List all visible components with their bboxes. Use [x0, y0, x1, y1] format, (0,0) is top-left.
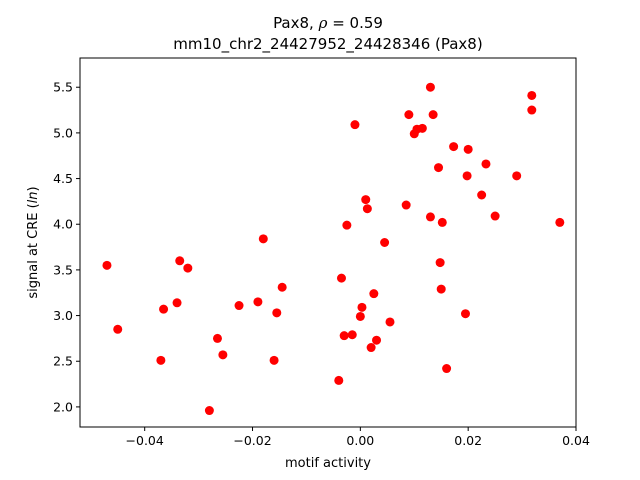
data-point [490, 211, 500, 221]
y-tick-label: 4.5 [53, 171, 73, 186]
data-point [269, 355, 279, 365]
data-point [277, 282, 287, 292]
y-tick-label: 3.5 [53, 262, 73, 277]
data-point [425, 212, 435, 222]
data-point [437, 217, 447, 227]
points-layer [102, 82, 565, 416]
data-point [156, 355, 166, 365]
data-point [175, 256, 185, 266]
y-tick-label: 2.5 [53, 354, 73, 369]
data-point [425, 82, 435, 92]
title-rho-symbol: ρ [318, 14, 328, 32]
data-point [401, 200, 411, 210]
data-point [385, 317, 395, 327]
data-point [372, 335, 382, 345]
data-point [462, 171, 472, 181]
data-point [347, 330, 357, 340]
data-point [477, 190, 487, 200]
data-point [272, 308, 282, 318]
y-tick-label: 2.0 [53, 399, 73, 414]
data-point [355, 311, 365, 321]
y-axis-label-prefix: signal at CRE ( [26, 203, 41, 298]
data-point [212, 333, 222, 343]
data-point [555, 217, 565, 227]
data-point [436, 284, 446, 294]
data-point [366, 343, 376, 353]
x-tick-label: 0.00 [346, 433, 374, 448]
data-point [369, 289, 379, 299]
title-rho-value: 0.59 [349, 14, 383, 32]
data-point [102, 260, 112, 270]
y-tick-label: 3.0 [53, 308, 73, 323]
data-point [234, 301, 244, 311]
data-point [527, 90, 537, 100]
data-point [357, 302, 367, 312]
title-gene: Pax8 [273, 14, 310, 32]
chart-title: Pax8, ρ = 0.59 [273, 14, 383, 32]
data-point [442, 364, 452, 374]
y-tick-label: 5.5 [53, 80, 73, 95]
y-axis-label-suffix: ) [26, 186, 41, 191]
data-point [336, 273, 346, 283]
x-tick-label: −0.02 [233, 433, 271, 448]
y-axis-label: signal at CRE (ln) [26, 186, 41, 298]
y-axis-label-italic: ln [26, 191, 41, 203]
data-point [434, 163, 444, 173]
data-point [339, 331, 349, 341]
x-tick-label: −0.04 [126, 433, 164, 448]
data-point [258, 234, 268, 244]
data-point [460, 309, 470, 319]
data-point [428, 110, 438, 120]
data-point [342, 220, 352, 230]
data-point [350, 120, 360, 130]
data-point [380, 238, 390, 247]
data-point [481, 159, 491, 169]
data-point [435, 258, 445, 268]
y-tick-label: 5.0 [53, 125, 73, 140]
data-point [159, 304, 169, 314]
data-point [417, 123, 427, 133]
x-tick-label: 0.04 [562, 433, 590, 448]
data-point [463, 144, 473, 154]
data-point [183, 263, 193, 273]
x-tick-label: 0.02 [454, 433, 482, 448]
data-point [527, 105, 537, 115]
data-point [449, 142, 459, 152]
data-point [512, 171, 522, 181]
data-point [113, 324, 123, 334]
x-axis-ticks: −0.04 −0.02 0.00 0.02 0.04 [126, 427, 590, 448]
data-point [362, 204, 372, 214]
y-tick-label: 4.0 [53, 217, 73, 232]
data-point [172, 298, 182, 308]
data-point [334, 375, 344, 385]
data-point [404, 110, 414, 120]
data-point [361, 195, 371, 205]
data-point [253, 297, 263, 307]
y-axis-ticks: 2.0 2.5 3.0 3.5 4.0 4.5 5.0 5.5 [53, 80, 80, 414]
x-axis-label: motif activity [285, 456, 371, 471]
chart-subtitle: mm10_chr2_24427952_24428346 (Pax8) [173, 35, 483, 53]
plot-frame [79, 57, 577, 428]
data-point [218, 350, 228, 360]
data-point [204, 406, 214, 416]
